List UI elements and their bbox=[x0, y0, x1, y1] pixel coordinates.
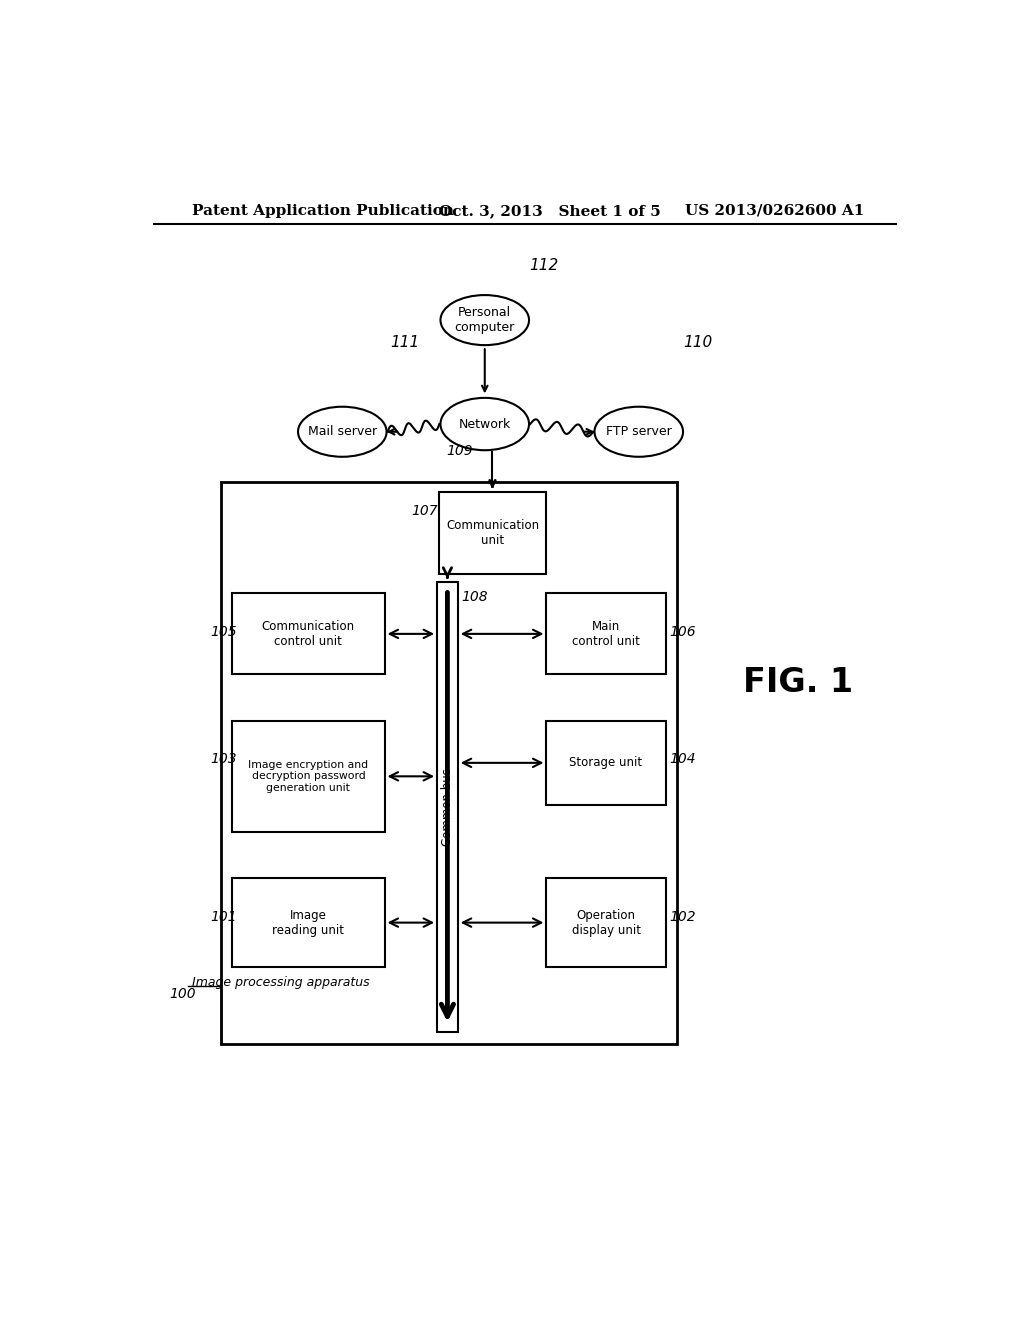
Text: 103: 103 bbox=[211, 752, 238, 766]
Text: 112: 112 bbox=[529, 257, 559, 273]
Text: Personal
computer: Personal computer bbox=[455, 306, 515, 334]
Text: Patent Application Publication: Patent Application Publication bbox=[193, 203, 455, 218]
Text: 102: 102 bbox=[670, 909, 696, 924]
Text: Network: Network bbox=[459, 417, 511, 430]
Text: 100: 100 bbox=[169, 987, 196, 1001]
Ellipse shape bbox=[595, 407, 683, 457]
Text: Mail server: Mail server bbox=[308, 425, 377, 438]
Bar bbox=[232, 721, 385, 832]
Text: 104: 104 bbox=[670, 752, 696, 766]
Text: 106: 106 bbox=[670, 624, 696, 639]
Text: Operation
display unit: Operation display unit bbox=[571, 908, 641, 937]
Text: 108: 108 bbox=[462, 590, 488, 605]
Bar bbox=[232, 594, 385, 675]
Text: Communication
unit: Communication unit bbox=[445, 519, 539, 546]
Bar bbox=[438, 492, 547, 574]
Text: US 2013/0262600 A1: US 2013/0262600 A1 bbox=[685, 203, 864, 218]
Bar bbox=[547, 721, 666, 805]
Bar bbox=[221, 482, 677, 1044]
Text: Main
control unit: Main control unit bbox=[572, 620, 640, 648]
Text: Common bus: Common bus bbox=[441, 768, 454, 846]
Text: Oct. 3, 2013   Sheet 1 of 5: Oct. 3, 2013 Sheet 1 of 5 bbox=[438, 203, 660, 218]
Text: 110: 110 bbox=[683, 335, 713, 350]
Text: 109: 109 bbox=[446, 444, 473, 458]
Ellipse shape bbox=[440, 397, 529, 450]
Text: 107: 107 bbox=[412, 504, 438, 517]
Text: Image encryption and
decryption password
generation unit: Image encryption and decryption password… bbox=[249, 760, 369, 793]
Text: Storage unit: Storage unit bbox=[569, 756, 643, 770]
Bar bbox=[547, 878, 666, 966]
Ellipse shape bbox=[440, 296, 529, 345]
Text: 105: 105 bbox=[211, 624, 238, 639]
Text: 101: 101 bbox=[211, 909, 238, 924]
Text: Communication
control unit: Communication control unit bbox=[262, 620, 355, 648]
Text: Image processing apparatus: Image processing apparatus bbox=[193, 975, 370, 989]
Bar bbox=[437, 582, 458, 1032]
Text: FTP server: FTP server bbox=[606, 425, 672, 438]
Text: 111: 111 bbox=[390, 335, 419, 350]
Ellipse shape bbox=[298, 407, 387, 457]
Bar bbox=[232, 878, 385, 966]
Text: Image
reading unit: Image reading unit bbox=[272, 908, 344, 937]
Bar bbox=[547, 594, 666, 675]
Text: FIG. 1: FIG. 1 bbox=[742, 665, 853, 698]
